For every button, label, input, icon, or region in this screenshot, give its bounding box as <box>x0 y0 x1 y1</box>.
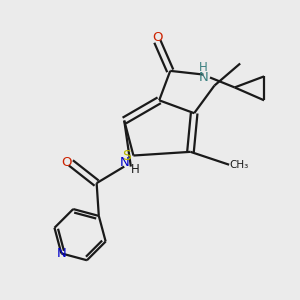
Text: H: H <box>131 163 140 176</box>
Text: H: H <box>199 61 208 74</box>
Text: O: O <box>61 156 72 170</box>
Text: S: S <box>122 148 131 163</box>
Text: O: O <box>152 31 163 44</box>
Text: N: N <box>56 247 66 260</box>
Text: N: N <box>119 156 129 170</box>
Text: CH₃: CH₃ <box>230 160 249 170</box>
Text: N: N <box>199 71 208 84</box>
